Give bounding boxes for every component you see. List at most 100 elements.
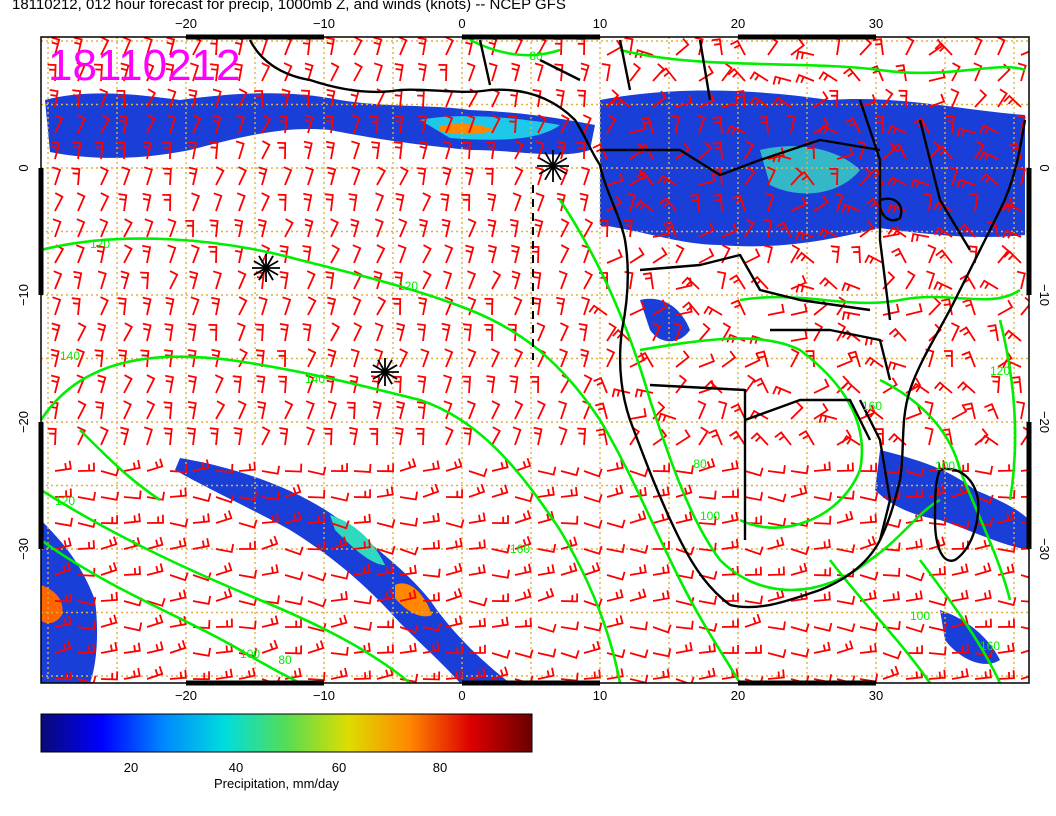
wind-barb <box>52 296 62 316</box>
wind-barb <box>926 270 936 290</box>
wind-barb <box>165 374 175 394</box>
wind-barb <box>652 63 665 82</box>
wind-barb <box>1003 94 1022 108</box>
wind-barb <box>905 572 925 582</box>
wind-barb <box>583 562 601 576</box>
wind-barb <box>349 374 359 394</box>
wind-barb <box>997 510 1015 524</box>
wind-barb <box>442 166 452 186</box>
wind-barb <box>652 564 670 576</box>
wind-barb <box>330 218 339 238</box>
wind-barb <box>261 426 271 446</box>
wind-barb <box>422 568 441 578</box>
contour-label: 80 <box>529 49 543 63</box>
wind-barb <box>891 247 907 264</box>
wind-barb <box>255 349 265 368</box>
colorbar-label: Precipitation, mm/day <box>214 776 339 791</box>
wind-barb <box>100 467 120 477</box>
wind-barb <box>997 244 1010 264</box>
wind-barb <box>54 192 64 212</box>
wind-barb <box>97 374 107 394</box>
wind-barb <box>606 544 626 554</box>
wind-barb <box>146 563 164 576</box>
wind-barb <box>934 381 953 394</box>
wind-barb <box>123 513 141 524</box>
wind-barb <box>882 465 901 475</box>
wind-barb <box>330 492 350 502</box>
wind-barb <box>254 323 264 342</box>
wind-barb <box>445 588 463 602</box>
wind-barb <box>325 37 335 56</box>
wind-barb <box>330 244 341 264</box>
wind-barb <box>140 271 150 290</box>
wind-barb <box>836 544 856 554</box>
wind-barb <box>50 348 60 368</box>
wind-barb <box>327 400 337 420</box>
wind-barb <box>511 270 521 290</box>
wind-barb <box>1020 626 1029 630</box>
wind-barb <box>851 246 861 264</box>
wind-barb <box>146 88 157 108</box>
wind-barb <box>818 124 838 135</box>
wind-barb <box>72 89 82 108</box>
wind-barb <box>397 244 407 264</box>
wind-barb <box>721 222 738 238</box>
wind-barb <box>583 519 603 529</box>
wind-barb <box>682 301 700 316</box>
wind-barb <box>192 595 212 605</box>
wind-barb <box>997 543 1016 553</box>
wind-barb <box>951 520 971 530</box>
wind-barb <box>790 648 810 658</box>
border-botswana <box>744 398 872 441</box>
wind-barb <box>420 348 430 368</box>
wind-barb <box>818 413 838 424</box>
wind-barb <box>813 461 831 472</box>
wind-barb <box>376 486 394 498</box>
wind-barb <box>898 89 908 108</box>
wind-barb <box>703 305 723 316</box>
wind-barb <box>376 166 387 186</box>
wind-barb <box>236 322 246 342</box>
wind-barb <box>211 348 221 368</box>
coastline-west-africa <box>248 39 601 166</box>
wind-barb <box>167 218 177 238</box>
wind-barb <box>100 515 118 525</box>
wind-barb <box>372 400 382 420</box>
wind-barb <box>537 667 555 680</box>
wind-barb <box>790 401 804 420</box>
wind-barb <box>859 94 877 108</box>
wind-barb <box>399 589 417 602</box>
frame-bars <box>38 34 1032 686</box>
contour-label: 140 <box>60 349 80 363</box>
wind-barb <box>277 142 287 160</box>
wind-barb <box>143 426 153 446</box>
wind-barb <box>772 75 792 85</box>
wind-barb <box>238 519 258 529</box>
wind-barb <box>933 281 953 291</box>
wind-barb <box>440 193 450 212</box>
lat-tick-right: −20 <box>1037 411 1052 433</box>
wind-barb <box>583 468 603 478</box>
wind-barb <box>97 270 107 290</box>
lon-tick-bottom: −20 <box>175 688 197 703</box>
wind-barb <box>302 323 312 342</box>
wind-barb <box>438 63 448 82</box>
wind-barb <box>192 459 210 472</box>
wind-barb <box>797 171 815 186</box>
wind-barb <box>123 642 141 654</box>
wind-barb <box>284 484 302 498</box>
wind-barb <box>956 178 976 188</box>
wind-barb <box>629 621 648 631</box>
wind-barb <box>798 429 815 446</box>
wind-barb <box>790 274 807 290</box>
precip-band-north-atlantic <box>45 93 595 158</box>
wind-barb <box>729 430 746 446</box>
wind-barb <box>285 619 302 628</box>
wind-barb <box>749 71 769 82</box>
wind-barb <box>468 468 488 478</box>
wind-barb <box>712 194 723 212</box>
wind-barb <box>721 538 739 550</box>
wind-barb <box>352 296 362 316</box>
wind-barb <box>795 73 815 84</box>
wind-barb <box>330 62 340 82</box>
